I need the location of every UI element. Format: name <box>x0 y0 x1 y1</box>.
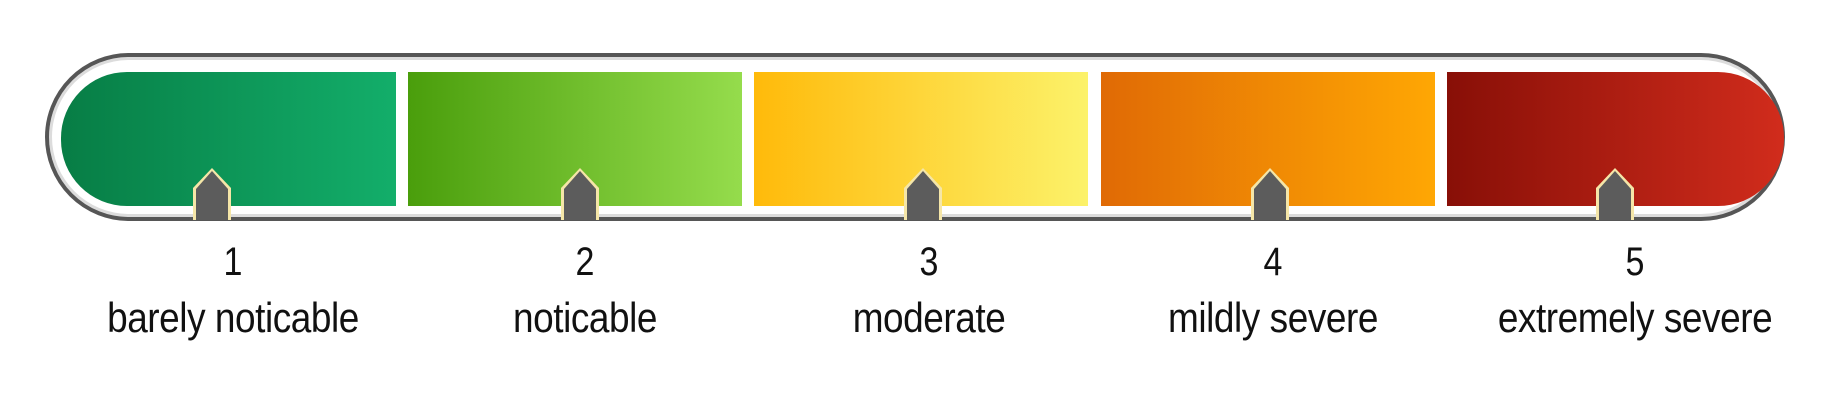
level-number: 4 <box>1263 240 1283 284</box>
level-label: moderate <box>852 294 1006 341</box>
level-2-caption: 2 noticable <box>415 238 755 344</box>
level-1-caption: 1 barely noticable <box>63 238 403 344</box>
level-label: mildly severe <box>1168 294 1378 341</box>
pointer-arrow-icon <box>191 166 233 220</box>
level-5-caption: 5 extremely severe <box>1465 238 1805 344</box>
level-label: extremely severe <box>1497 294 1773 341</box>
level-number: 3 <box>919 240 939 284</box>
pointer-arrow-icon <box>1594 166 1636 220</box>
level-number: 1 <box>223 240 243 284</box>
severity-segment-4 <box>1101 72 1435 220</box>
level-number: 2 <box>575 240 595 284</box>
severity-segment-5 <box>1447 72 1784 220</box>
severity-segment-1 <box>61 72 396 220</box>
level-number: 5 <box>1625 240 1645 284</box>
severity-segment-2 <box>408 72 742 220</box>
level-label: barely noticable <box>107 294 359 341</box>
level-4-caption: 4 mildly severe <box>1103 238 1443 344</box>
level-3-caption: 3 moderate <box>759 238 1099 344</box>
severity-segment-3 <box>754 72 1088 220</box>
level-label: noticable <box>513 294 657 341</box>
pointer-arrow-icon <box>559 166 601 220</box>
pointer-arrow-icon <box>902 166 944 220</box>
pointer-arrow-icon <box>1249 166 1291 220</box>
